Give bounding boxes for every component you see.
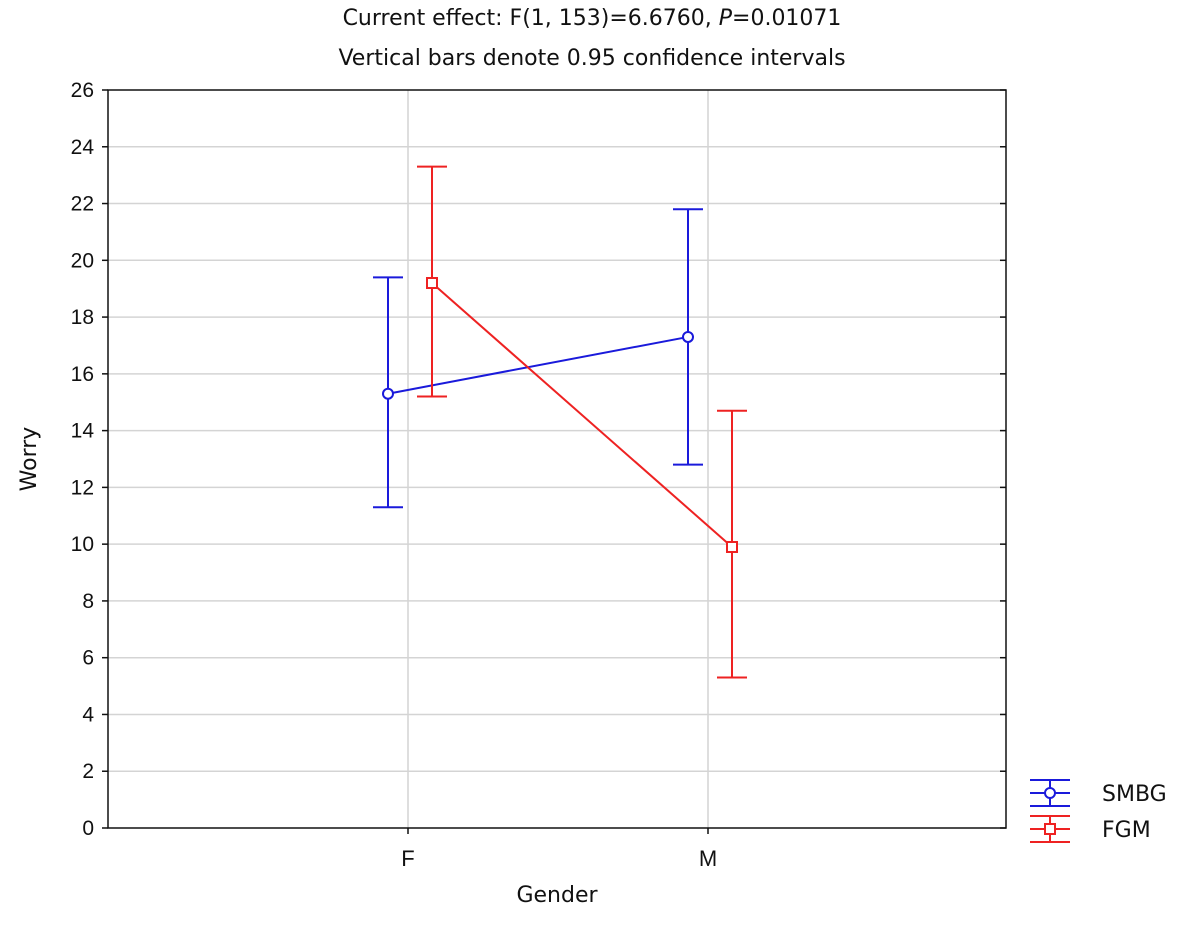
y-tick-label: 24 bbox=[71, 136, 95, 159]
y-tick-label: 0 bbox=[82, 817, 94, 840]
y-tick-label: 12 bbox=[71, 476, 94, 499]
x-tick-label: M bbox=[699, 846, 717, 871]
legend-marker-circle bbox=[1044, 787, 1056, 799]
y-tick-label: 20 bbox=[71, 249, 94, 272]
legend-label: FGM bbox=[1102, 818, 1151, 843]
y-tick-label: 14 bbox=[71, 420, 95, 443]
y-tick-label: 6 bbox=[82, 647, 94, 670]
series-fgm bbox=[417, 165, 747, 679]
chart-title-line-1: Current effect: F(1, 153)=6.6760, P=0.01… bbox=[0, 6, 1184, 31]
legend: SMBG FGM bbox=[1030, 779, 1167, 843]
legend-item-smbg: SMBG bbox=[1030, 779, 1167, 807]
data-point-square bbox=[726, 540, 738, 553]
grid-lines bbox=[108, 90, 1006, 828]
data-point-square bbox=[426, 277, 438, 290]
series-layer bbox=[373, 165, 747, 679]
chart-subtitle: Vertical bars denote 0.95 confidence int… bbox=[338, 46, 846, 71]
x-axis-title: Gender bbox=[516, 883, 598, 908]
y-tick-label: 22 bbox=[71, 193, 94, 216]
y-tick-label: 18 bbox=[71, 306, 94, 329]
x-tick-label: F bbox=[401, 846, 414, 871]
chart-title-p-value: =0.01071 bbox=[732, 6, 842, 31]
y-tick-label: 4 bbox=[82, 703, 94, 726]
y-tick-label: 8 bbox=[82, 590, 94, 613]
legend-marker-square bbox=[1044, 823, 1056, 835]
legend-item-fgm: FGM bbox=[1030, 815, 1151, 843]
y-tick-label: 10 bbox=[71, 533, 94, 556]
y-tick-label: 16 bbox=[71, 363, 94, 386]
data-point-circle bbox=[382, 387, 394, 400]
series-line bbox=[431, 282, 733, 548]
legend-label: SMBG bbox=[1102, 782, 1167, 807]
y-tick-label: 2 bbox=[82, 760, 94, 783]
series-line bbox=[387, 335, 689, 395]
data-point-circle bbox=[682, 330, 694, 343]
chart-title-p-symbol: P bbox=[718, 6, 733, 31]
y-axis-title: Worry bbox=[17, 427, 42, 492]
y-tick-label: 26 bbox=[71, 79, 94, 102]
plot-frame bbox=[107, 89, 1007, 829]
chart-title-text: Current effect: F(1, 153)=6.6760, bbox=[342, 6, 719, 31]
series-smbg bbox=[373, 208, 703, 509]
